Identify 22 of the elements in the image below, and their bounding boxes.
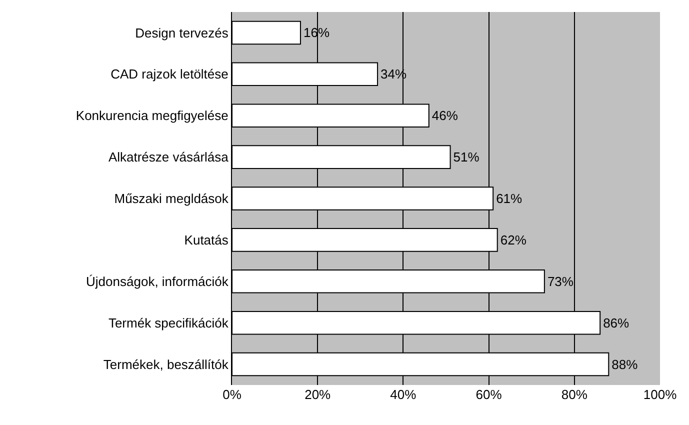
y-tick-label: CAD rajzok letöltése xyxy=(110,66,228,82)
y-tick-label: Design tervezés xyxy=(135,25,229,40)
x-tick-label: 40% xyxy=(390,387,417,402)
y-tick-label: Termékek, beszállítók xyxy=(103,356,229,372)
data-label: 61% xyxy=(496,191,523,206)
x-tick-label: 0% xyxy=(222,387,242,402)
data-label: 51% xyxy=(453,150,480,165)
data-label: 73% xyxy=(547,274,574,289)
data-label: 86% xyxy=(603,315,630,330)
y-tick-label: Konkurencia megfigyelése xyxy=(76,108,228,124)
y-tick-label: Műszaki megldások xyxy=(114,191,229,206)
x-tick-label: 100% xyxy=(643,387,678,402)
y-tick-label: Alkatrésze vásárlása xyxy=(108,150,230,165)
x-tick-label: 80% xyxy=(561,387,588,402)
data-label: 88% xyxy=(612,356,638,372)
x-tick-label: 60% xyxy=(476,387,502,402)
x-tick-label: 20% xyxy=(304,387,332,402)
data-label: 46% xyxy=(432,108,458,124)
data-label: 62% xyxy=(500,232,527,248)
y-tick-label: Termék specifikációk xyxy=(108,315,229,330)
y-tick-label: Kutatás xyxy=(184,232,229,248)
y-tick-label: Újdonságok, információk xyxy=(86,274,229,289)
